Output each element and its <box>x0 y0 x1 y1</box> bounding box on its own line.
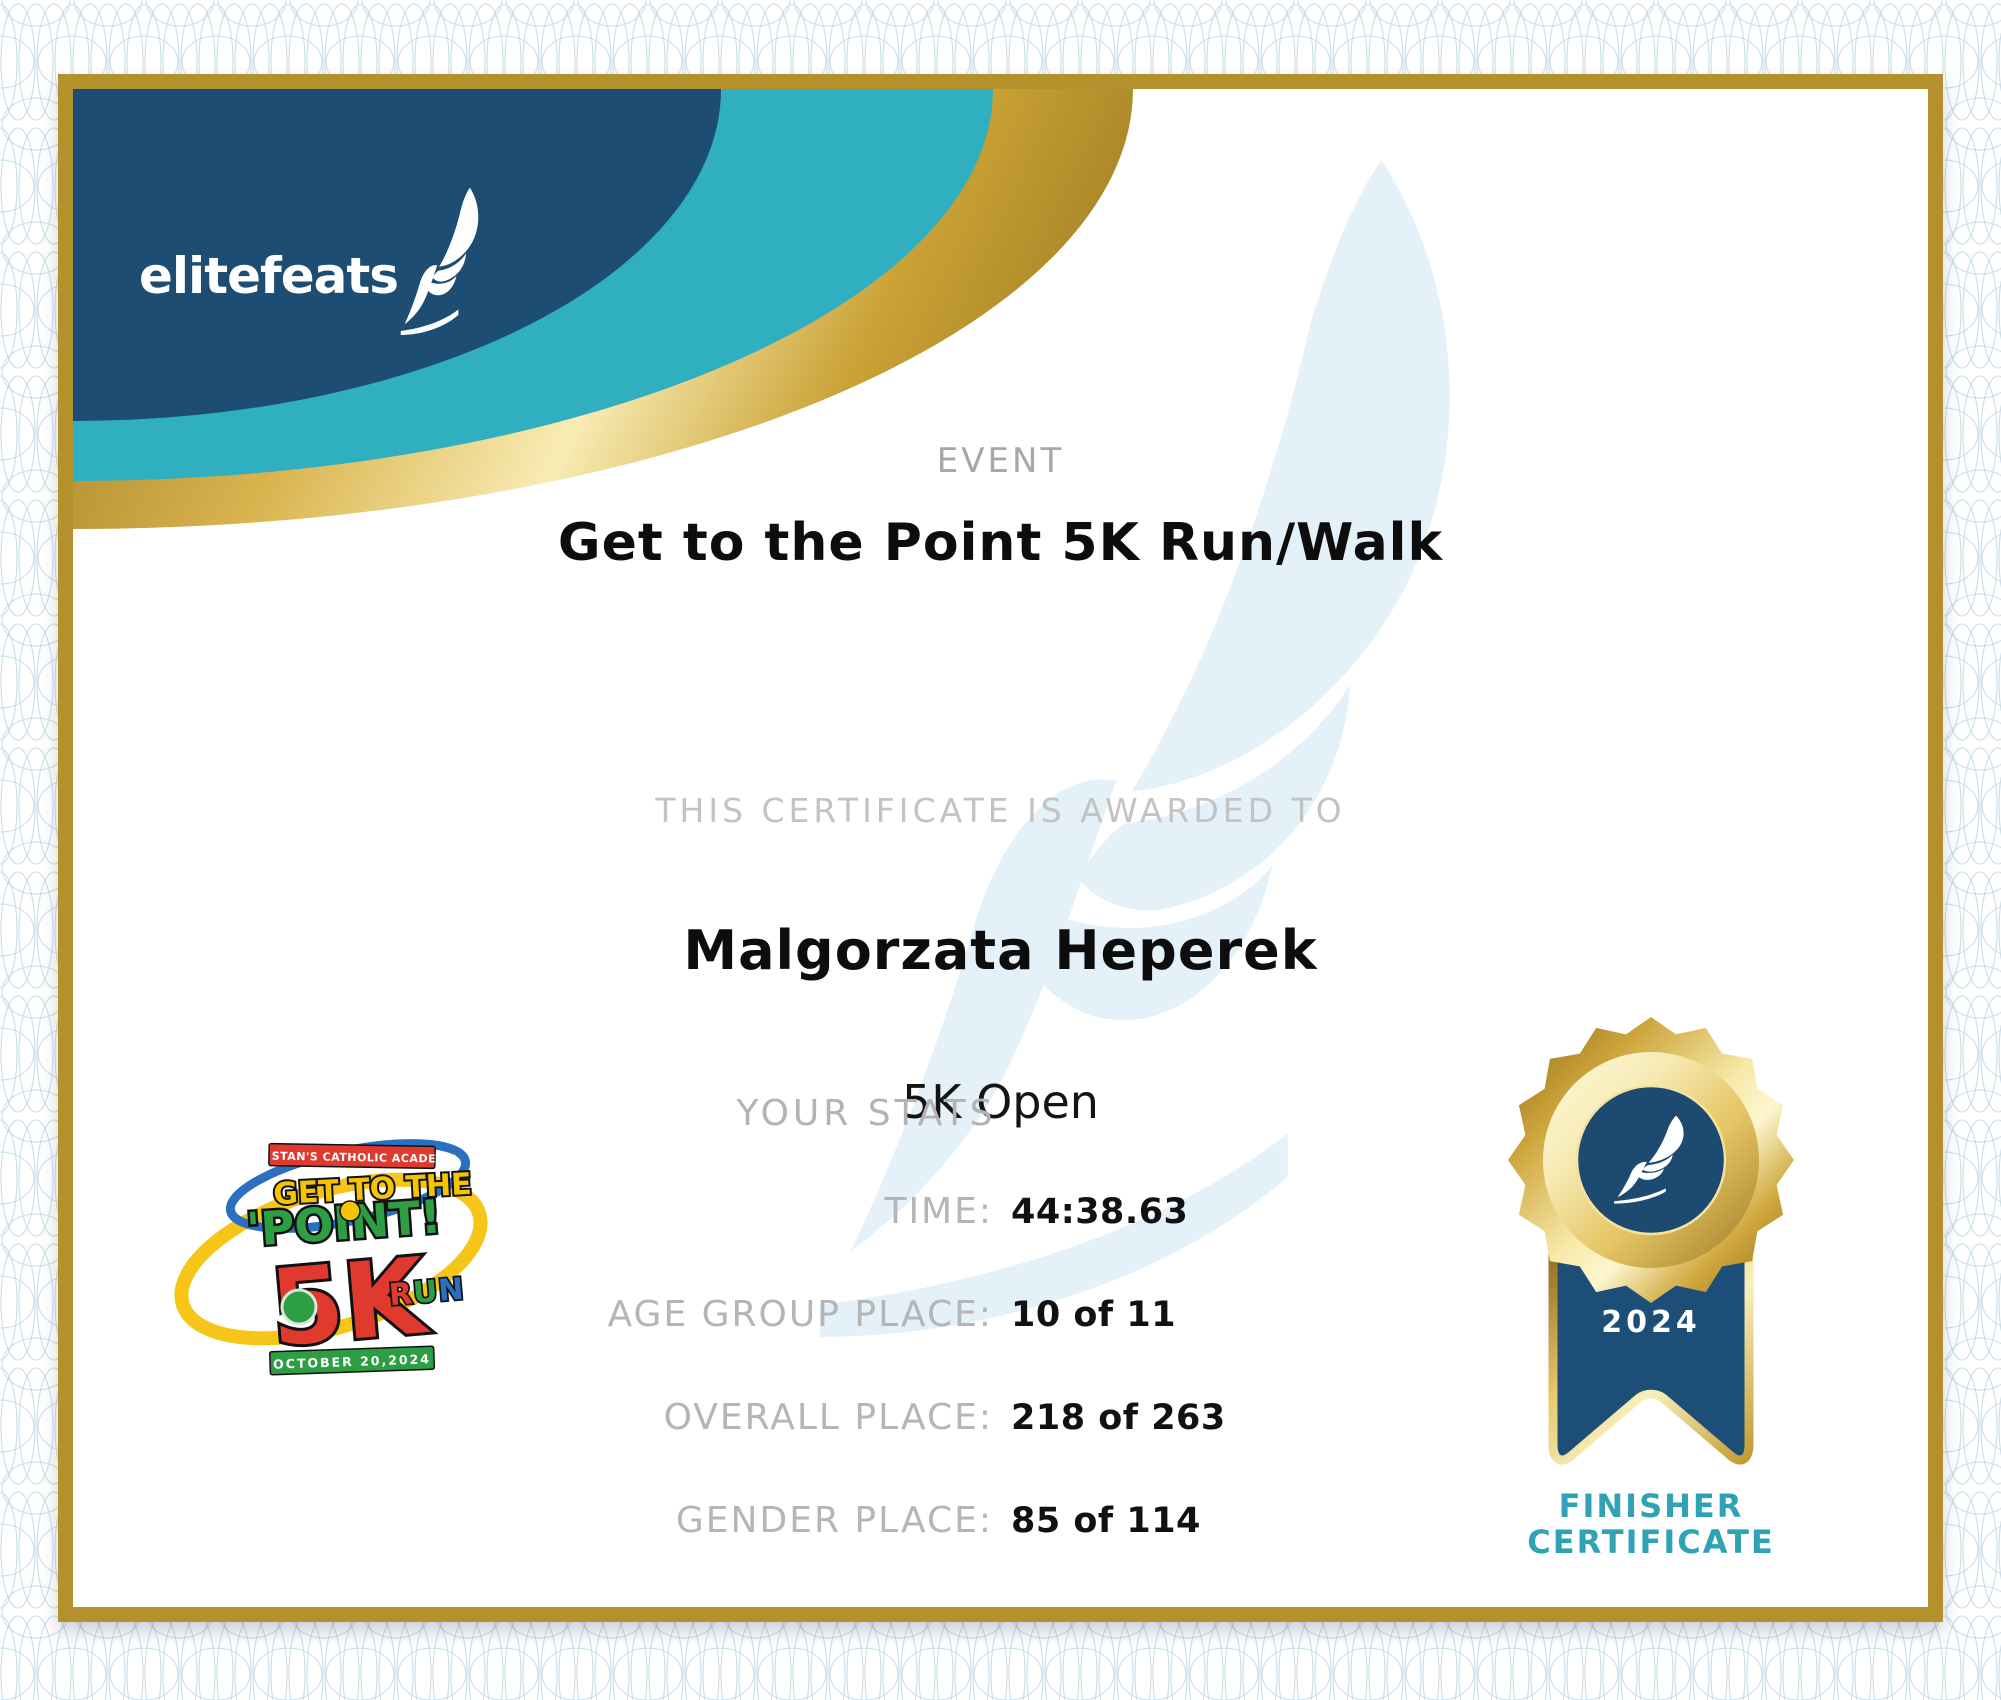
run-letter-u: U <box>412 1274 440 1311</box>
medal-graphic: 2024 <box>1508 1017 1794 1465</box>
date-banner-text: OCTOBER 20,2024 <box>273 1351 431 1372</box>
stat-label: TIME: <box>884 1191 993 1232</box>
certificate-frame: elitefeats EVENT Get to the Point 5K Run… <box>58 74 1943 1622</box>
stat-row-overall-place: OVERALL PLACE: 218 of 263 <box>73 1395 1928 1441</box>
stat-value: 44:38.63 <box>1011 1192 1189 1232</box>
stat-row-time: TIME: 44:38.63 <box>73 1189 1928 1235</box>
medal-ribbon <box>1548 1237 1754 1465</box>
green-ball <box>280 1288 318 1326</box>
brand-logo-text: elitefeats <box>139 247 399 305</box>
run-letter-n: N <box>437 1272 466 1309</box>
stats-heading: YOUR STATS <box>736 1093 997 1134</box>
point-dot <box>339 1200 361 1222</box>
yellow-orbit-ring <box>174 1172 488 1346</box>
event-label: EVENT <box>936 441 1065 481</box>
stat-value: 218 of 263 <box>1011 1398 1226 1438</box>
recipient-name: Malgorzata Heperek <box>683 919 1318 982</box>
date-banner: OCTOBER 20,2024 <box>268 1345 436 1376</box>
stat-value: 10 of 11 <box>1011 1295 1177 1335</box>
stat-label: AGE GROUP PLACE: <box>607 1294 993 1335</box>
finisher-label-line2: CERTIFICATE <box>1527 1523 1775 1561</box>
stat-label: OVERALL PLACE: <box>663 1397 993 1438</box>
winged-foot-icon <box>400 187 479 335</box>
logo-run-word: RUN <box>388 1272 466 1313</box>
event-name: Get to the Point 5K Run/Walk <box>557 513 1444 573</box>
school-banner: ST. STAN'S CATHOLIC ACADEMY <box>248 1142 457 1170</box>
stat-value: 85 of 114 <box>1011 1501 1201 1541</box>
awarded-label: THIS CERTIFICATE IS AWARDED TO <box>655 791 1346 830</box>
run-letter-r: R <box>388 1276 415 1313</box>
finisher-label-line1: FINISHER <box>1558 1487 1744 1525</box>
stat-row-age-group-place: AGE GROUP PLACE: 10 of 11 <box>73 1292 1928 1338</box>
stats-list: TIME: 44:38.63 AGE GROUP PLACE: 10 of 11… <box>73 1189 1928 1601</box>
school-banner-text: ST. STAN'S CATHOLIC ACADEMY <box>248 1149 457 1166</box>
finisher-medal: 2024 FINISHER CERTIFICATE <box>1491 1014 1811 1560</box>
stat-label: GENDER PLACE: <box>675 1500 993 1541</box>
race-event-logo: ST. STAN'S CATHOLIC ACADEMY GET TO THE '… <box>174 1139 488 1376</box>
medal-year: 2024 <box>1601 1305 1701 1340</box>
stat-row-gender-place: GENDER PLACE: 85 of 114 <box>73 1498 1928 1544</box>
division-label: 5K Open <box>902 1075 1099 1129</box>
